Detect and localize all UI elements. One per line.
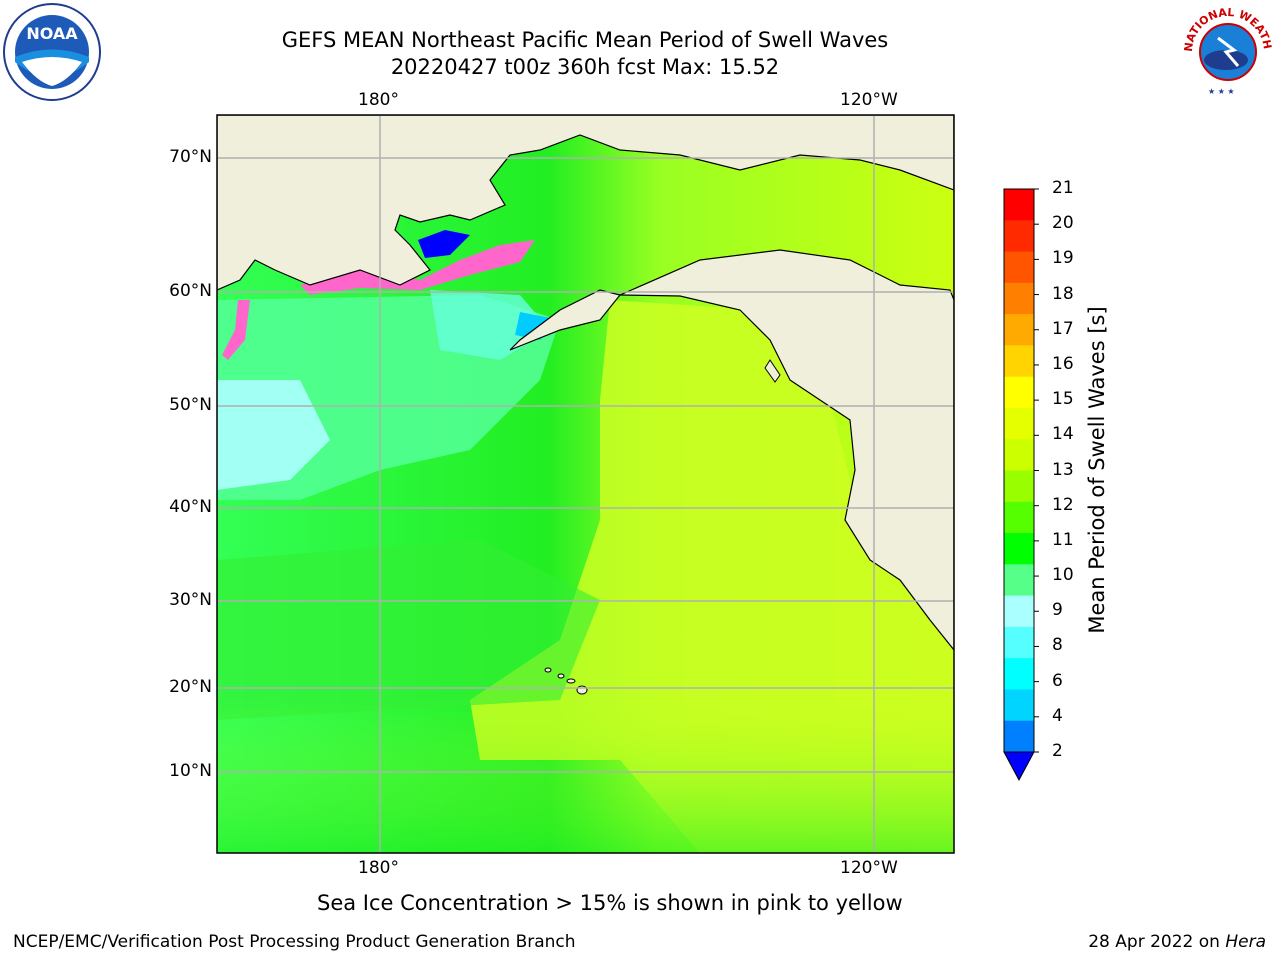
colorbar-segment xyxy=(1004,626,1034,659)
colorbar-tick-label: 12 xyxy=(1052,494,1074,515)
colorbar-segment xyxy=(1004,282,1034,315)
lat-label-10n: 10°N xyxy=(169,761,212,781)
svg-text:★ ★ ★: ★ ★ ★ xyxy=(1208,87,1235,96)
lat-label-30n: 30°N xyxy=(169,590,212,610)
colorbar-tick-label: 4 xyxy=(1052,705,1063,726)
colorbar-segment xyxy=(1004,501,1034,534)
lon-label-bottom-180: 180° xyxy=(358,858,399,878)
colorbar-segment xyxy=(1004,407,1034,440)
lat-label-70n: 70°N xyxy=(169,147,212,167)
colorbar-segment xyxy=(1004,595,1034,628)
colorbar-tick-label: 6 xyxy=(1052,670,1063,691)
colorbar-segment xyxy=(1004,533,1034,565)
colorbar-segment xyxy=(1004,345,1034,378)
colorbar-tick-label: 16 xyxy=(1052,353,1074,374)
colorbar-tick-label: 13 xyxy=(1052,459,1074,480)
nws-logo: NATIONAL WEATHER SERVICE ★ ★ ★ xyxy=(1174,0,1278,104)
lat-label-50n: 50°N xyxy=(169,395,212,415)
map-title: GEFS MEAN Northeast Pacific Mean Period … xyxy=(281,28,889,52)
footer-host: Hera xyxy=(1225,932,1266,952)
lat-label-60n: 60°N xyxy=(169,281,212,301)
colorbar-segment xyxy=(1004,376,1034,409)
noaa-logo: NOAA xyxy=(2,2,102,106)
lat-label-40n: 40°N xyxy=(169,497,212,517)
lon-label-top-120w: 120°W xyxy=(840,90,898,110)
colorbar-segment xyxy=(1004,189,1034,221)
colorbar-segment xyxy=(1004,689,1034,722)
colorbar-segment xyxy=(1004,251,1034,284)
colorbar-tick-label: 17 xyxy=(1052,318,1074,339)
colorbar-segment xyxy=(1004,564,1034,597)
colorbar-tick-label: 2 xyxy=(1052,741,1063,761)
colorbar-tick-label: 15 xyxy=(1052,389,1074,410)
map-subtitle: 20220427 t00z 360h fcst Max: 15.52 xyxy=(390,55,780,79)
colorbar-segment xyxy=(1004,314,1034,346)
lat-label-20n: 20°N xyxy=(169,677,212,697)
colorbar-label: Mean Period of Swell Waves [s] xyxy=(1085,306,1109,634)
footer-date-text: 28 Apr 2022 on xyxy=(1088,932,1226,952)
colorbar-tick-label: 19 xyxy=(1052,248,1074,269)
colorbar-segment xyxy=(1004,220,1034,253)
colorbar-tick-label: 11 xyxy=(1052,529,1074,550)
colorbar-tick-label: 14 xyxy=(1052,424,1074,445)
sea-ice-note: Sea Ice Concentration > 15% is shown in … xyxy=(317,891,903,915)
colorbar-segment xyxy=(1004,658,1034,690)
svg-text:NOAA: NOAA xyxy=(26,24,78,43)
lon-label-bottom-120w: 120°W xyxy=(840,858,898,878)
footer-branch: NCEP/EMC/Verification Post Processing Pr… xyxy=(13,932,576,952)
lon-label-top-180: 180° xyxy=(358,90,399,110)
colorbar-tick-label: 8 xyxy=(1052,635,1063,656)
colorbar-tick-label: 21 xyxy=(1052,178,1074,198)
colorbar-segment xyxy=(1004,720,1034,753)
colorbar-tick-label: 20 xyxy=(1052,213,1074,234)
colorbar-extend-triangle xyxy=(1003,751,1035,782)
colorbar-tick-label: 9 xyxy=(1052,600,1063,621)
footer-date: 28 Apr 2022 on Hera xyxy=(1088,932,1266,952)
colorbar-tick-label: 18 xyxy=(1052,283,1074,304)
colorbar-segment xyxy=(1004,470,1034,503)
colorbar-segment xyxy=(1004,439,1034,471)
colorbar-tick-label: 10 xyxy=(1052,565,1074,586)
